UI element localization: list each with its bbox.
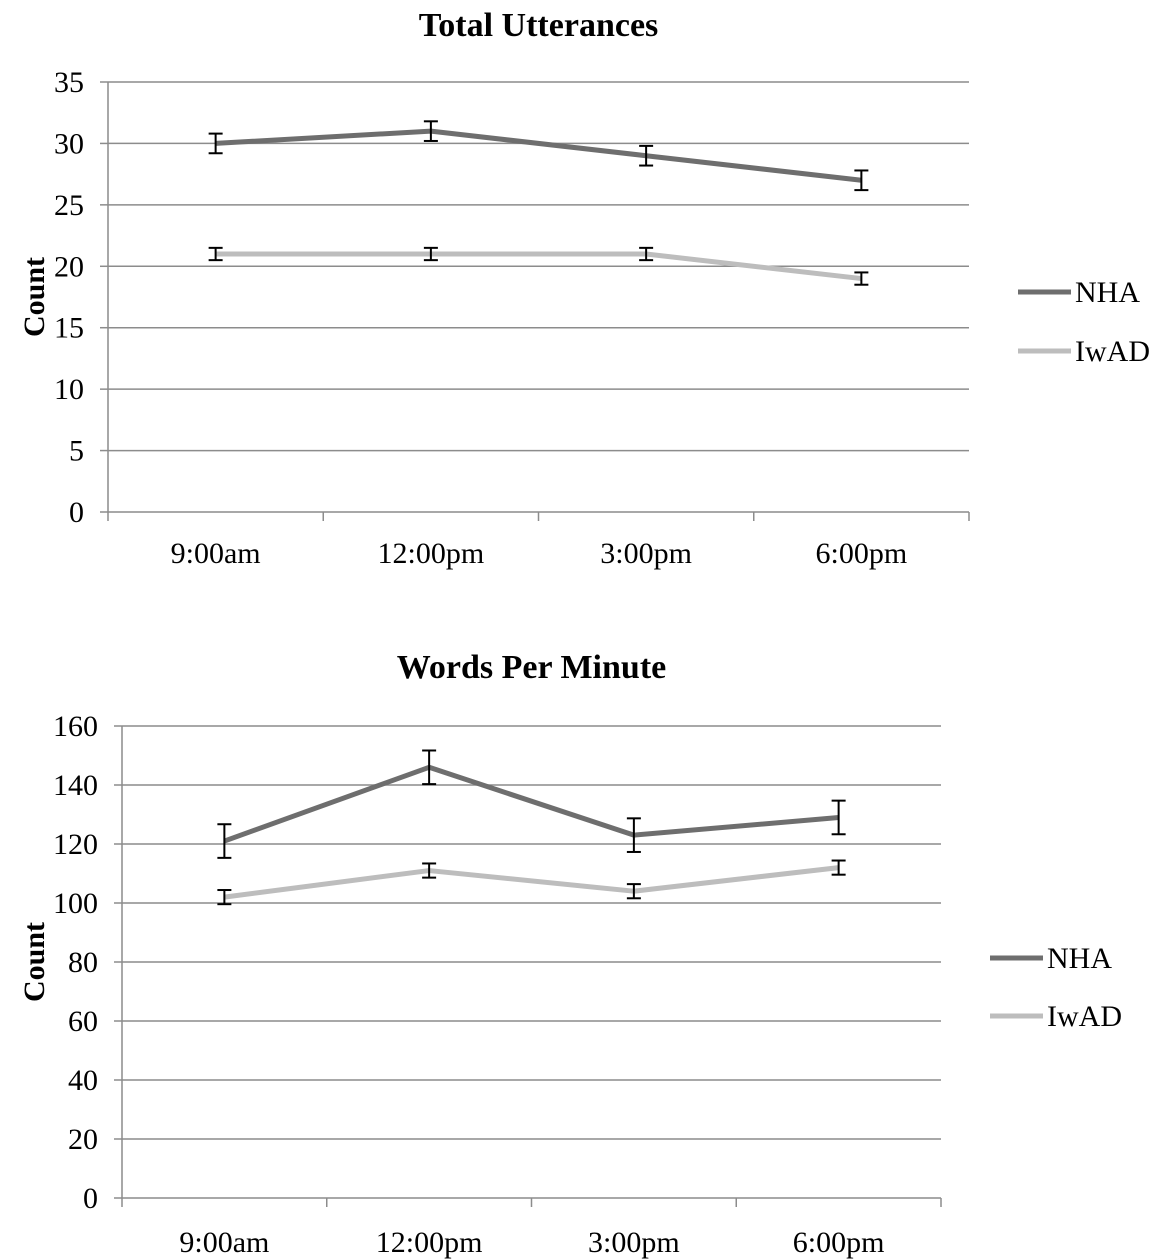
y-tick-label: 10 <box>54 373 84 406</box>
y-tick-label: 0 <box>83 1182 98 1215</box>
y-tick-label: 25 <box>54 189 84 222</box>
y-tick-label: 100 <box>53 887 98 920</box>
x-tick-label: 3:00pm <box>600 537 692 570</box>
chart-title: Total Utterances <box>419 7 659 44</box>
y-tick-label: 60 <box>68 1005 98 1038</box>
x-tick-label: 6:00pm <box>816 537 908 570</box>
series-line-nha <box>215 128 862 183</box>
y-tick-label: 40 <box>68 1064 98 1097</box>
x-tick-label: 12:00pm <box>376 1226 483 1259</box>
y-axis-title: Count <box>18 257 51 337</box>
series-line-nha <box>223 764 839 844</box>
chart-total-utterances: Total Utterances 0 5 10 15 20 25 30 35 9:00am 12:0… <box>18 7 1150 570</box>
y-tick-label: 15 <box>54 312 84 345</box>
y-axis-title: Count <box>18 922 51 1002</box>
y-tick-label: 160 <box>53 710 98 743</box>
y-tick-label: 35 <box>54 66 84 99</box>
x-tick-label: 9:00am <box>179 1226 269 1259</box>
y-tick-label: 80 <box>68 946 98 979</box>
chart-words-per-minute: Words Per Minute 0 20 40 60 80 100 120 140 160 9:0… <box>18 649 1122 1259</box>
series-line-iwad <box>215 251 862 282</box>
series-line-iwad <box>224 865 839 900</box>
legend-label: NHA <box>1075 276 1140 309</box>
y-tick-label: 140 <box>53 769 98 802</box>
x-tick-label: 6:00pm <box>793 1226 885 1259</box>
legend-label: NHA <box>1047 942 1112 975</box>
y-tick-label: 120 <box>53 828 98 861</box>
y-tick-label: 5 <box>69 435 84 468</box>
legend-label: IwAD <box>1047 1000 1122 1033</box>
y-tick-label: 0 <box>69 496 84 529</box>
y-tick-label: 20 <box>54 250 84 283</box>
x-tick-label: 12:00pm <box>378 537 485 570</box>
legend-label: IwAD <box>1075 335 1150 368</box>
y-tick-label: 30 <box>54 127 84 160</box>
chart-title: Words Per Minute <box>397 649 666 686</box>
x-tick-label: 9:00am <box>171 537 261 570</box>
x-tick-label: 3:00pm <box>588 1226 680 1259</box>
y-tick-label: 20 <box>68 1123 98 1156</box>
